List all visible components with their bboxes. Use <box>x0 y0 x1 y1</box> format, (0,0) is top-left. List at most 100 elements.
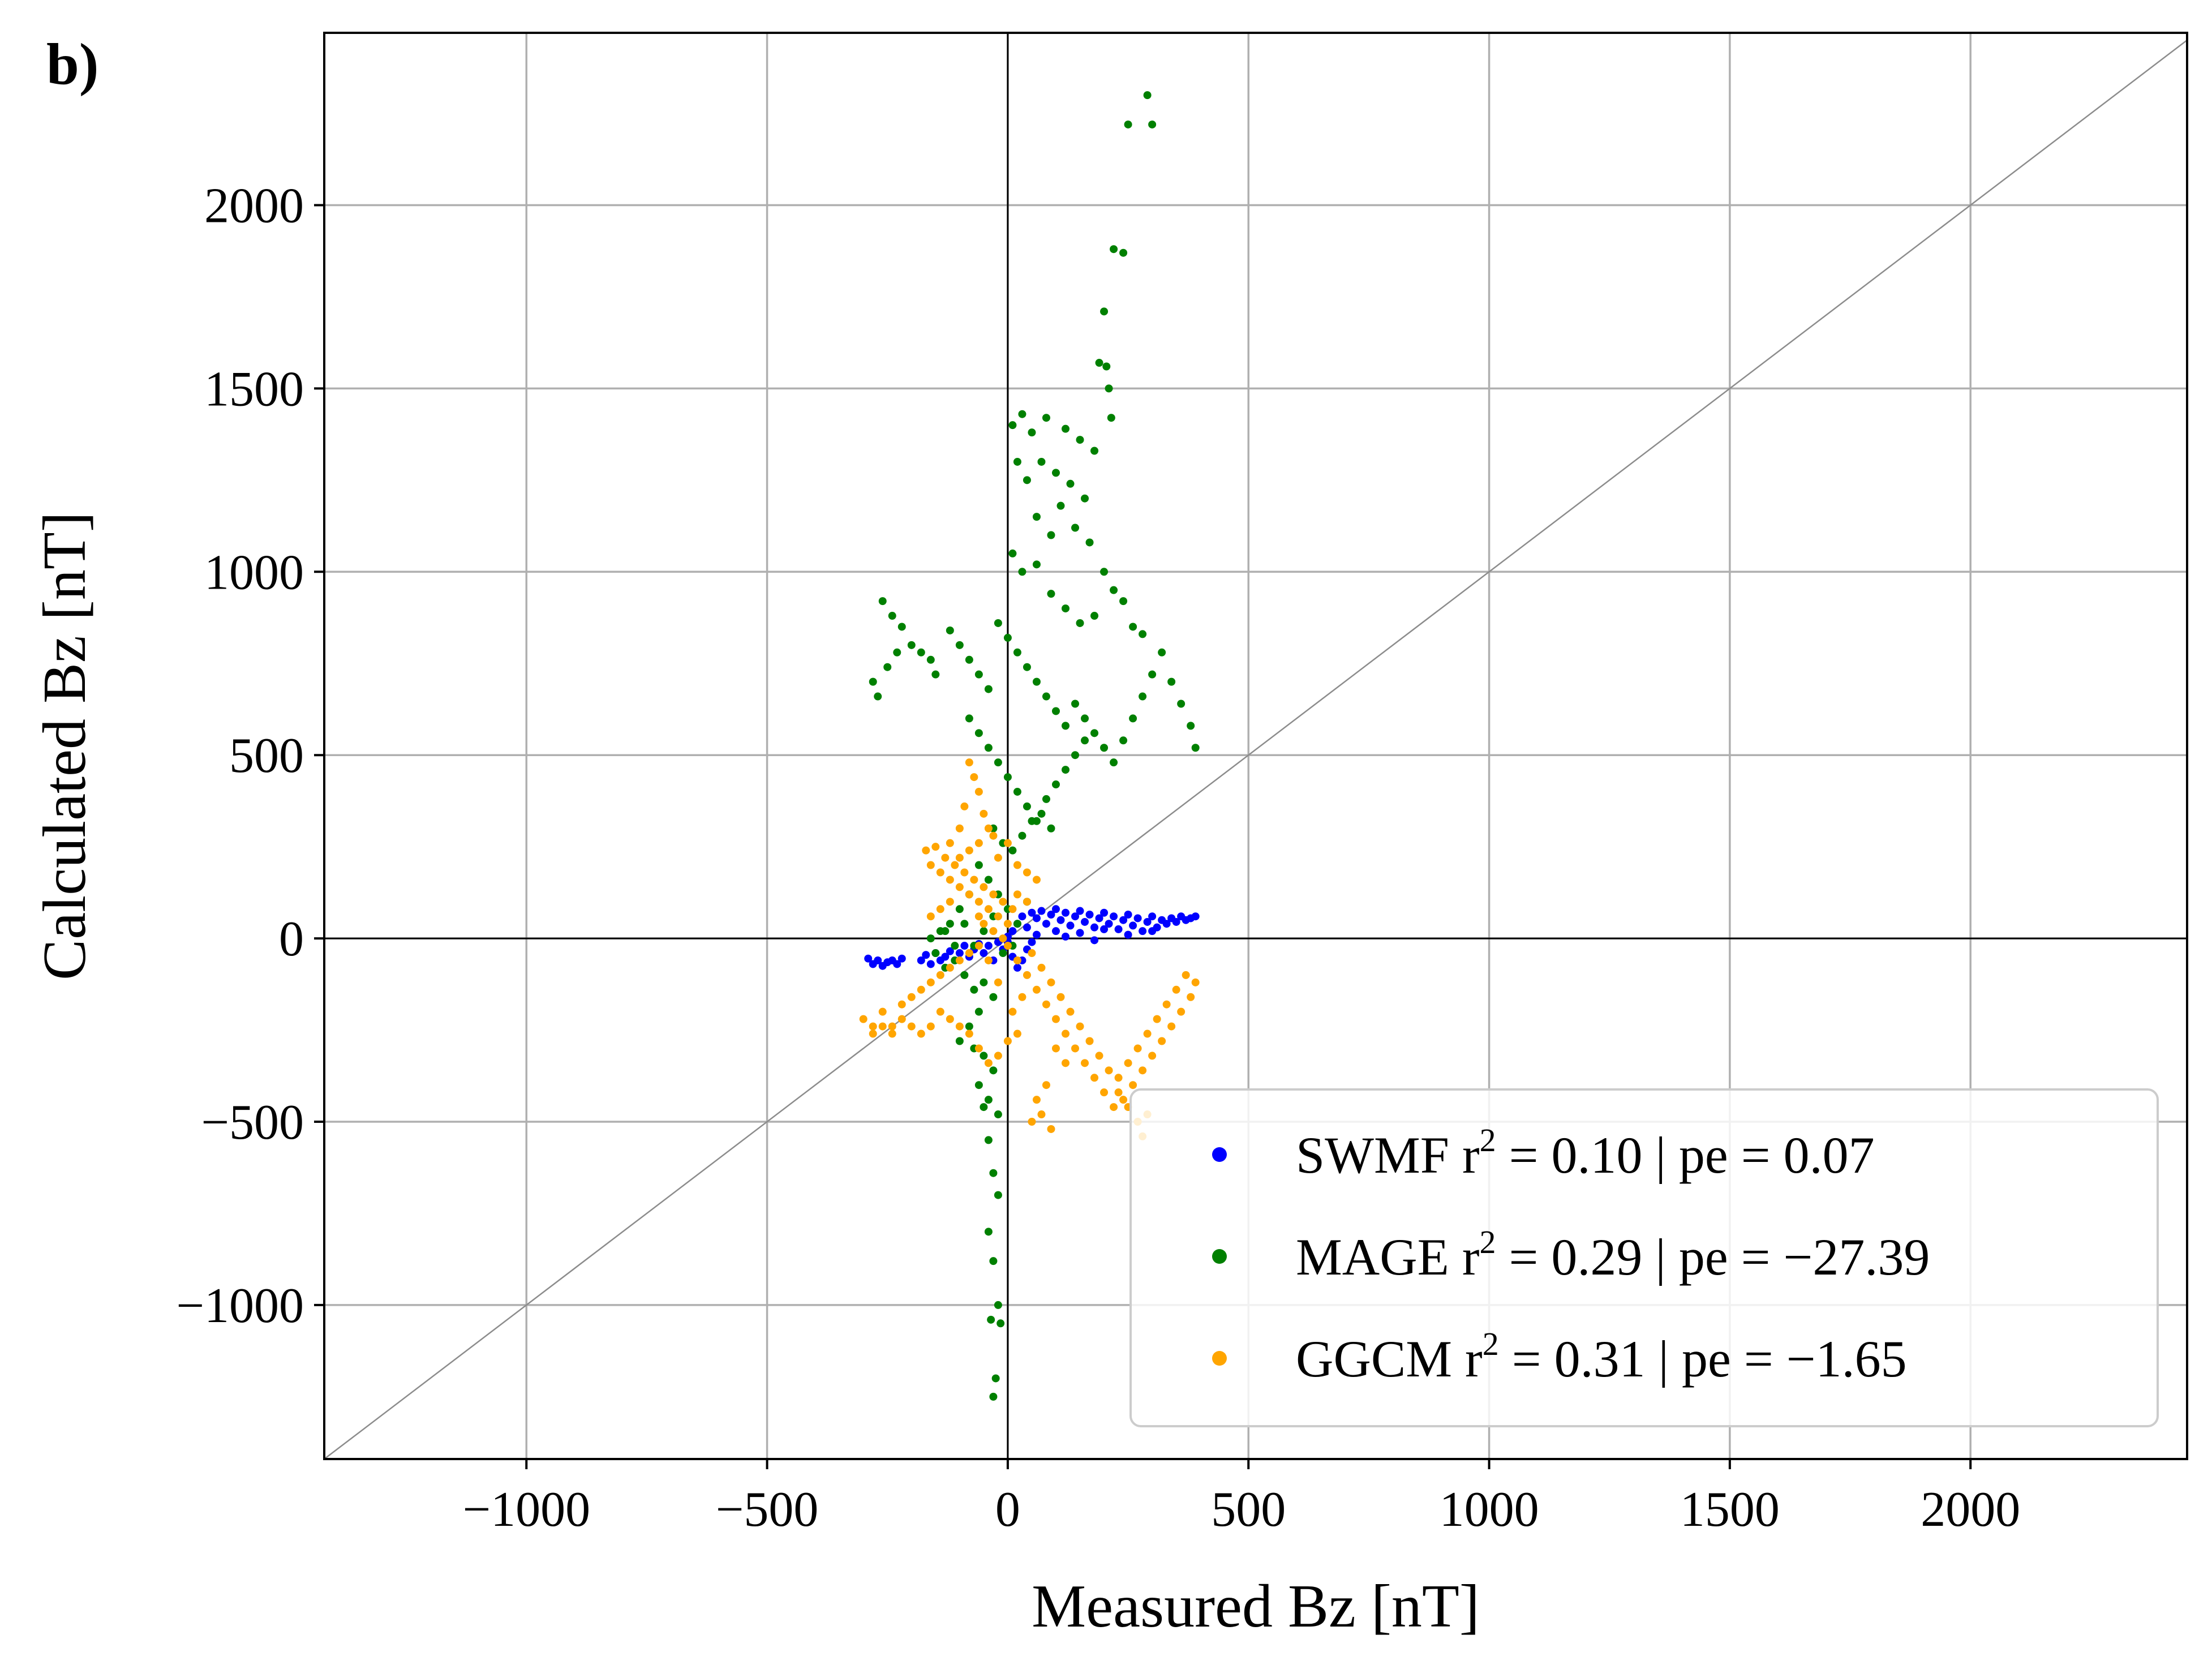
data-point <box>1107 414 1115 422</box>
data-point <box>1119 248 1128 257</box>
data-point <box>1042 795 1050 803</box>
data-point <box>1042 414 1050 422</box>
data-point <box>1047 1125 1055 1133</box>
data-point <box>888 1029 896 1038</box>
data-point <box>946 626 954 634</box>
data-point <box>1191 744 1200 752</box>
data-point <box>980 949 988 958</box>
data-point <box>994 619 1002 627</box>
data-point <box>1023 868 1031 877</box>
data-point <box>974 912 983 921</box>
data-point <box>926 655 935 664</box>
data-point <box>1105 1066 1113 1075</box>
data-point <box>1051 780 1060 789</box>
data-point <box>999 934 1007 943</box>
data-point <box>936 1007 944 1016</box>
data-point <box>1047 978 1055 986</box>
data-point <box>1037 1110 1046 1119</box>
data-point <box>878 1022 887 1031</box>
data-point <box>1071 1044 1080 1053</box>
data-point <box>955 1022 964 1031</box>
data-point <box>946 947 954 955</box>
data-point <box>897 954 906 963</box>
data-point <box>1081 714 1089 723</box>
legend-label-mage: MAGE r2 = 0.29 | pe = −27.39 <box>1296 1224 1930 1286</box>
data-point <box>999 898 1007 906</box>
data-point <box>974 787 983 796</box>
data-point <box>1003 1037 1012 1045</box>
data-point <box>1119 597 1128 606</box>
data-point <box>946 920 954 928</box>
data-point <box>1124 910 1132 919</box>
data-point <box>1148 120 1157 128</box>
data-point <box>1066 1007 1075 1016</box>
data-point <box>1129 1081 1137 1089</box>
data-point <box>1191 978 1200 986</box>
data-point <box>955 956 964 964</box>
data-point <box>1018 993 1026 1001</box>
data-point <box>1139 692 1147 701</box>
data-point <box>1032 876 1041 884</box>
data-point <box>1056 501 1065 510</box>
data-point <box>1008 549 1017 557</box>
plot-frame <box>323 32 2188 1460</box>
data-point <box>1119 916 1128 924</box>
data-point <box>1167 677 1176 686</box>
data-point <box>1124 930 1132 939</box>
data-point <box>960 971 969 979</box>
data-point <box>1143 917 1152 926</box>
data-point <box>951 861 959 869</box>
data-point <box>989 1257 998 1265</box>
data-point <box>1153 1015 1161 1023</box>
data-point <box>1003 773 1012 782</box>
data-point <box>955 949 964 958</box>
x-tick-label: 0 <box>995 1482 1020 1537</box>
data-point <box>1003 633 1012 642</box>
data-point <box>1119 1096 1128 1104</box>
data-point <box>926 1022 935 1031</box>
data-point <box>984 1059 993 1067</box>
data-point <box>1081 494 1089 503</box>
data-point <box>1008 846 1017 855</box>
data-point <box>897 623 906 631</box>
y-tick-label: 2000 <box>204 178 304 233</box>
data-point <box>1061 908 1070 917</box>
data-point <box>931 949 940 958</box>
data-point <box>1028 1118 1036 1126</box>
data-point <box>1047 910 1055 919</box>
data-point <box>960 802 969 810</box>
data-point <box>1124 1059 1132 1067</box>
data-point <box>926 934 935 943</box>
data-point <box>1032 513 1041 521</box>
data-point <box>1148 912 1157 921</box>
data-point <box>1051 469 1060 477</box>
data-point <box>1028 938 1036 946</box>
data-point <box>1100 1088 1109 1097</box>
data-point <box>1013 920 1021 928</box>
data-point <box>1013 1029 1021 1038</box>
data-point <box>1071 524 1080 532</box>
data-point <box>1042 1000 1050 1009</box>
y-tick-label: 500 <box>229 728 304 783</box>
data-point <box>917 648 925 657</box>
data-point <box>1061 1029 1070 1038</box>
data-point <box>1095 359 1103 367</box>
data-point <box>1028 908 1036 917</box>
data-point <box>955 905 964 913</box>
data-point <box>907 641 916 649</box>
data-point <box>1028 817 1036 825</box>
data-point <box>965 890 973 899</box>
data-point <box>1114 1088 1123 1097</box>
data-point <box>1110 758 1118 767</box>
data-point <box>1119 736 1128 745</box>
data-point <box>1105 384 1113 393</box>
data-point <box>1172 985 1180 994</box>
data-point <box>869 1029 877 1038</box>
data-point <box>1056 993 1065 1001</box>
data-point <box>1172 917 1180 926</box>
data-point <box>989 1392 998 1401</box>
data-point <box>994 1052 1002 1060</box>
data-point <box>1110 1103 1118 1112</box>
data-point <box>989 890 998 899</box>
